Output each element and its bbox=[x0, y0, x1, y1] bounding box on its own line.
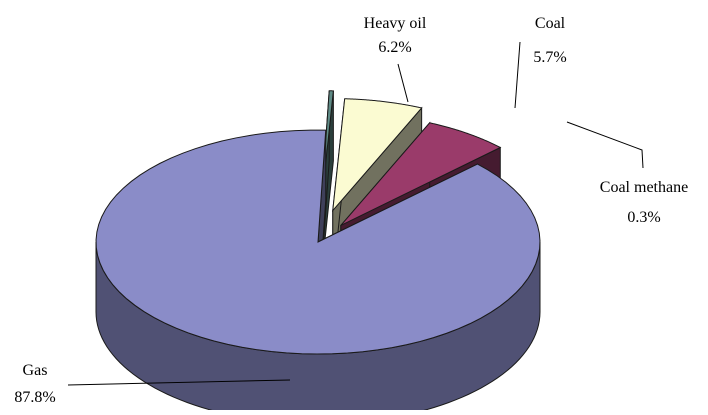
slice-label-gas-name: Gas bbox=[23, 362, 48, 379]
slices-layer bbox=[95, 90, 541, 415]
leader-coal bbox=[514, 41, 521, 109]
leader-gas bbox=[67, 379, 291, 386]
slice-top-coal bbox=[332, 98, 423, 213]
slice-top-heavy-oil bbox=[340, 122, 502, 226]
slice-label-coal-name: Coal bbox=[535, 15, 566, 32]
pie-slice-gas bbox=[95, 129, 541, 415]
slice-label-heavy-oil-value: 6.2% bbox=[378, 39, 411, 56]
slice-label-coal-methane-name: Coal methane bbox=[600, 179, 688, 196]
leader-coal-methane bbox=[566, 121, 644, 169]
slice-label-heavy-oil-name: Heavy oil bbox=[364, 15, 427, 32]
slice-top-gas bbox=[95, 129, 541, 355]
labels-layer: Heavy oil 6.2% Coal 5.7% Coal methane 0.… bbox=[14, 15, 688, 406]
slice-label-coal-methane-value: 0.3% bbox=[627, 209, 660, 226]
leader-lines bbox=[67, 41, 644, 386]
slice-label-gas-value: 87.8% bbox=[14, 389, 55, 406]
slice-label-coal-value: 5.7% bbox=[533, 49, 566, 66]
leader-heavy-oil bbox=[397, 63, 409, 103]
